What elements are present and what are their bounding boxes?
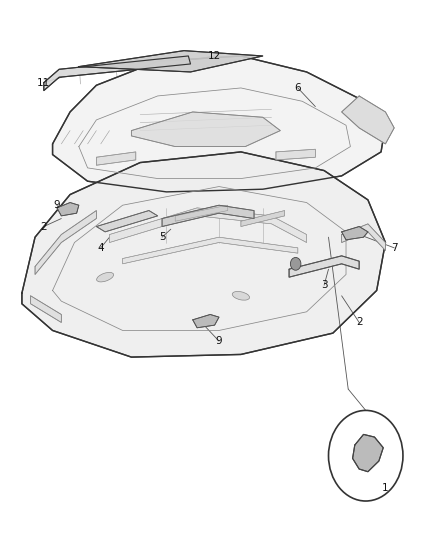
Polygon shape — [175, 205, 228, 221]
Polygon shape — [131, 112, 280, 147]
Polygon shape — [289, 256, 359, 277]
Polygon shape — [276, 149, 315, 160]
Polygon shape — [342, 96, 394, 144]
Text: 12: 12 — [208, 51, 221, 61]
Polygon shape — [241, 211, 285, 227]
Ellipse shape — [97, 272, 113, 282]
Polygon shape — [57, 203, 79, 216]
Text: 2: 2 — [356, 318, 363, 327]
Polygon shape — [353, 434, 383, 472]
Text: 2: 2 — [40, 222, 47, 231]
Text: 9: 9 — [215, 336, 223, 346]
Polygon shape — [53, 56, 385, 192]
Text: 3: 3 — [321, 280, 328, 290]
Polygon shape — [123, 237, 298, 264]
Polygon shape — [96, 152, 136, 165]
Text: 5: 5 — [159, 232, 166, 242]
Polygon shape — [342, 224, 385, 251]
Polygon shape — [110, 208, 307, 243]
Text: 9: 9 — [53, 200, 60, 210]
Polygon shape — [193, 314, 219, 328]
Polygon shape — [96, 211, 158, 232]
Polygon shape — [79, 51, 263, 72]
Text: 6: 6 — [294, 83, 301, 93]
Text: 7: 7 — [391, 243, 398, 253]
Polygon shape — [44, 56, 191, 91]
Text: 4: 4 — [97, 243, 104, 253]
Polygon shape — [22, 152, 385, 357]
Circle shape — [290, 257, 301, 270]
Polygon shape — [35, 211, 96, 274]
Text: 11: 11 — [37, 78, 50, 87]
Polygon shape — [342, 227, 368, 240]
Ellipse shape — [232, 292, 250, 300]
Polygon shape — [162, 205, 254, 227]
Text: 1: 1 — [382, 483, 389, 492]
Circle shape — [328, 410, 403, 501]
Polygon shape — [31, 296, 61, 322]
